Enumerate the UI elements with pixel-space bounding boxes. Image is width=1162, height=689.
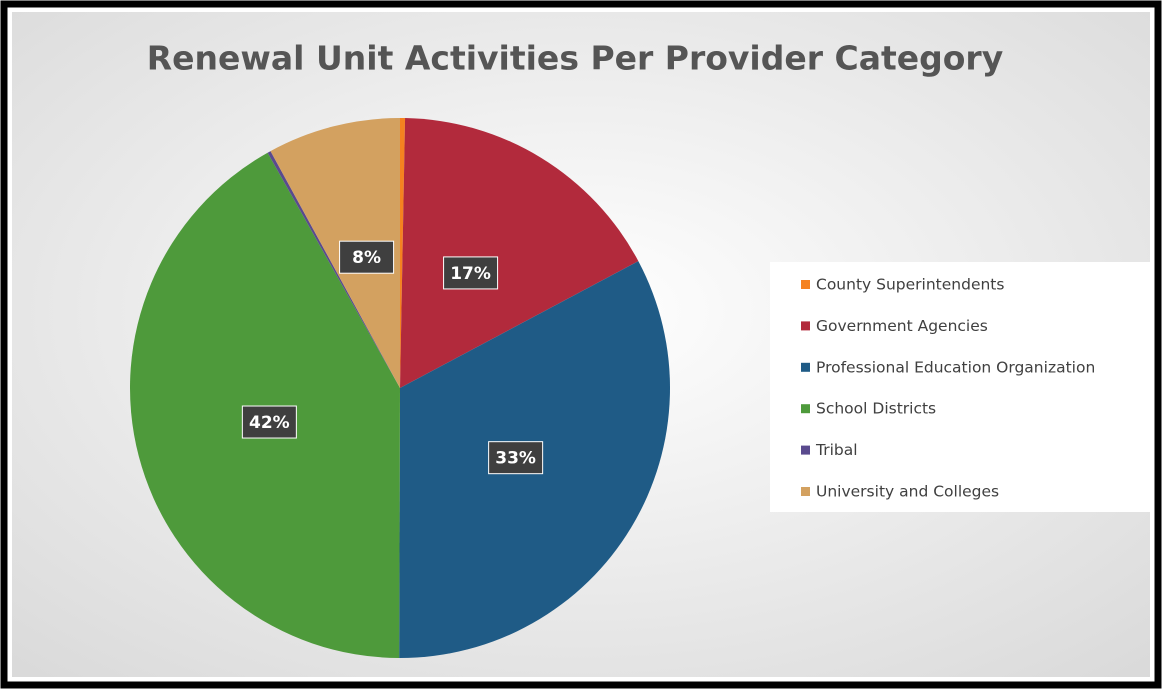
pie-slice xyxy=(400,118,639,388)
data-label: 17% xyxy=(450,264,491,284)
legend-marker xyxy=(801,487,810,496)
data-label-box xyxy=(339,240,395,274)
legend-marker xyxy=(801,321,810,331)
legend-label: Government Agencies xyxy=(816,317,988,335)
legend-label: County Superintendents xyxy=(816,276,1004,294)
data-label: 8% xyxy=(352,248,381,268)
legend-marker xyxy=(801,445,810,455)
legend-marker xyxy=(801,280,810,289)
chart-title: Renewal Unit Activities Per Provider Cat… xyxy=(147,39,1003,78)
data-label-box xyxy=(241,405,297,439)
pie-slice xyxy=(267,151,400,388)
legend-label: Tribal xyxy=(815,441,858,459)
legend-label: School Districts xyxy=(816,400,936,418)
pie-slice xyxy=(270,118,400,388)
data-label: 33% xyxy=(495,449,536,469)
legend-box xyxy=(770,262,1150,512)
data-label-box xyxy=(443,256,499,290)
data-label: 42% xyxy=(249,413,290,433)
legend-label: Professional Education Organization xyxy=(816,358,1095,376)
pie-slice xyxy=(400,118,406,388)
pie-slice xyxy=(130,152,400,658)
legend-marker xyxy=(801,404,810,414)
data-label-box xyxy=(488,441,544,475)
legend-label: University and Colleges xyxy=(816,483,999,501)
legend-marker xyxy=(801,362,810,372)
